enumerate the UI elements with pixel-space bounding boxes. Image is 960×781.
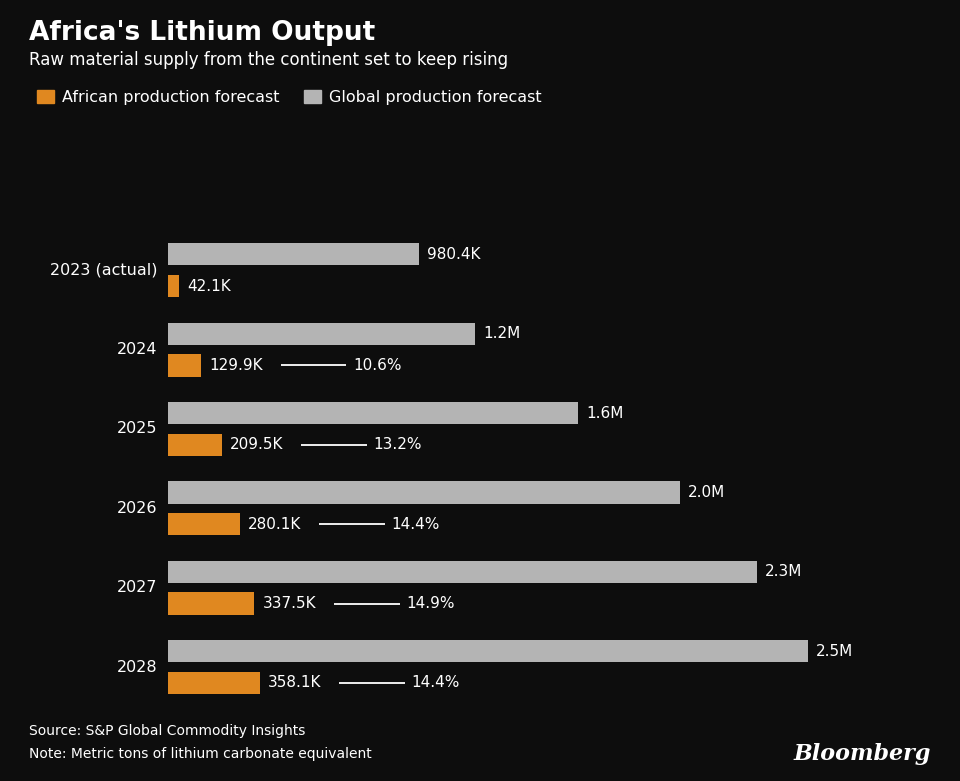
Bar (168, 275, 179, 297)
Text: Africa's Lithium Output: Africa's Lithium Output (29, 20, 375, 45)
Text: 2.5M: 2.5M (816, 644, 853, 658)
Text: 1.2M: 1.2M (484, 326, 520, 341)
Text: 2027: 2027 (117, 580, 157, 595)
Text: 42.1K: 42.1K (187, 279, 230, 294)
Text: 10.6%: 10.6% (353, 358, 402, 373)
Text: 2023 (actual): 2023 (actual) (50, 262, 157, 278)
Text: Bloomberg: Bloomberg (794, 744, 931, 765)
Text: 1.6M: 1.6M (586, 405, 623, 420)
Text: 2026: 2026 (117, 501, 157, 515)
Text: 2.3M: 2.3M (765, 565, 803, 580)
Text: 2.0M: 2.0M (688, 485, 726, 500)
Text: 980.4K: 980.4K (427, 247, 481, 262)
Text: 358.1K: 358.1K (268, 676, 322, 690)
Text: 14.9%: 14.9% (406, 596, 455, 611)
Text: 2028: 2028 (117, 659, 157, 675)
Bar (168, 323, 475, 344)
Text: Source: S&P Global Commodity Insights: Source: S&P Global Commodity Insights (29, 724, 305, 738)
Text: 13.2%: 13.2% (373, 437, 422, 452)
Text: 14.4%: 14.4% (412, 676, 460, 690)
Bar (168, 481, 680, 504)
Bar (168, 402, 578, 424)
Bar (168, 672, 259, 694)
Text: 2024: 2024 (117, 342, 157, 357)
Bar (168, 433, 222, 456)
Bar (168, 640, 808, 662)
Legend: African production forecast, Global production forecast: African production forecast, Global prod… (36, 90, 542, 105)
Text: Raw material supply from the continent set to keep rising: Raw material supply from the continent s… (29, 51, 508, 69)
Text: 280.1K: 280.1K (248, 517, 301, 532)
Text: 129.9K: 129.9K (209, 358, 263, 373)
Text: 337.5K: 337.5K (263, 596, 316, 611)
Text: 2025: 2025 (117, 422, 157, 437)
Text: 209.5K: 209.5K (230, 437, 283, 452)
Text: 14.4%: 14.4% (392, 517, 440, 532)
Bar (168, 513, 240, 535)
Bar (168, 355, 202, 376)
Bar (168, 593, 254, 615)
Bar (168, 561, 756, 583)
Text: Note: Metric tons of lithium carbonate equivalent: Note: Metric tons of lithium carbonate e… (29, 747, 372, 761)
Bar (168, 243, 419, 266)
